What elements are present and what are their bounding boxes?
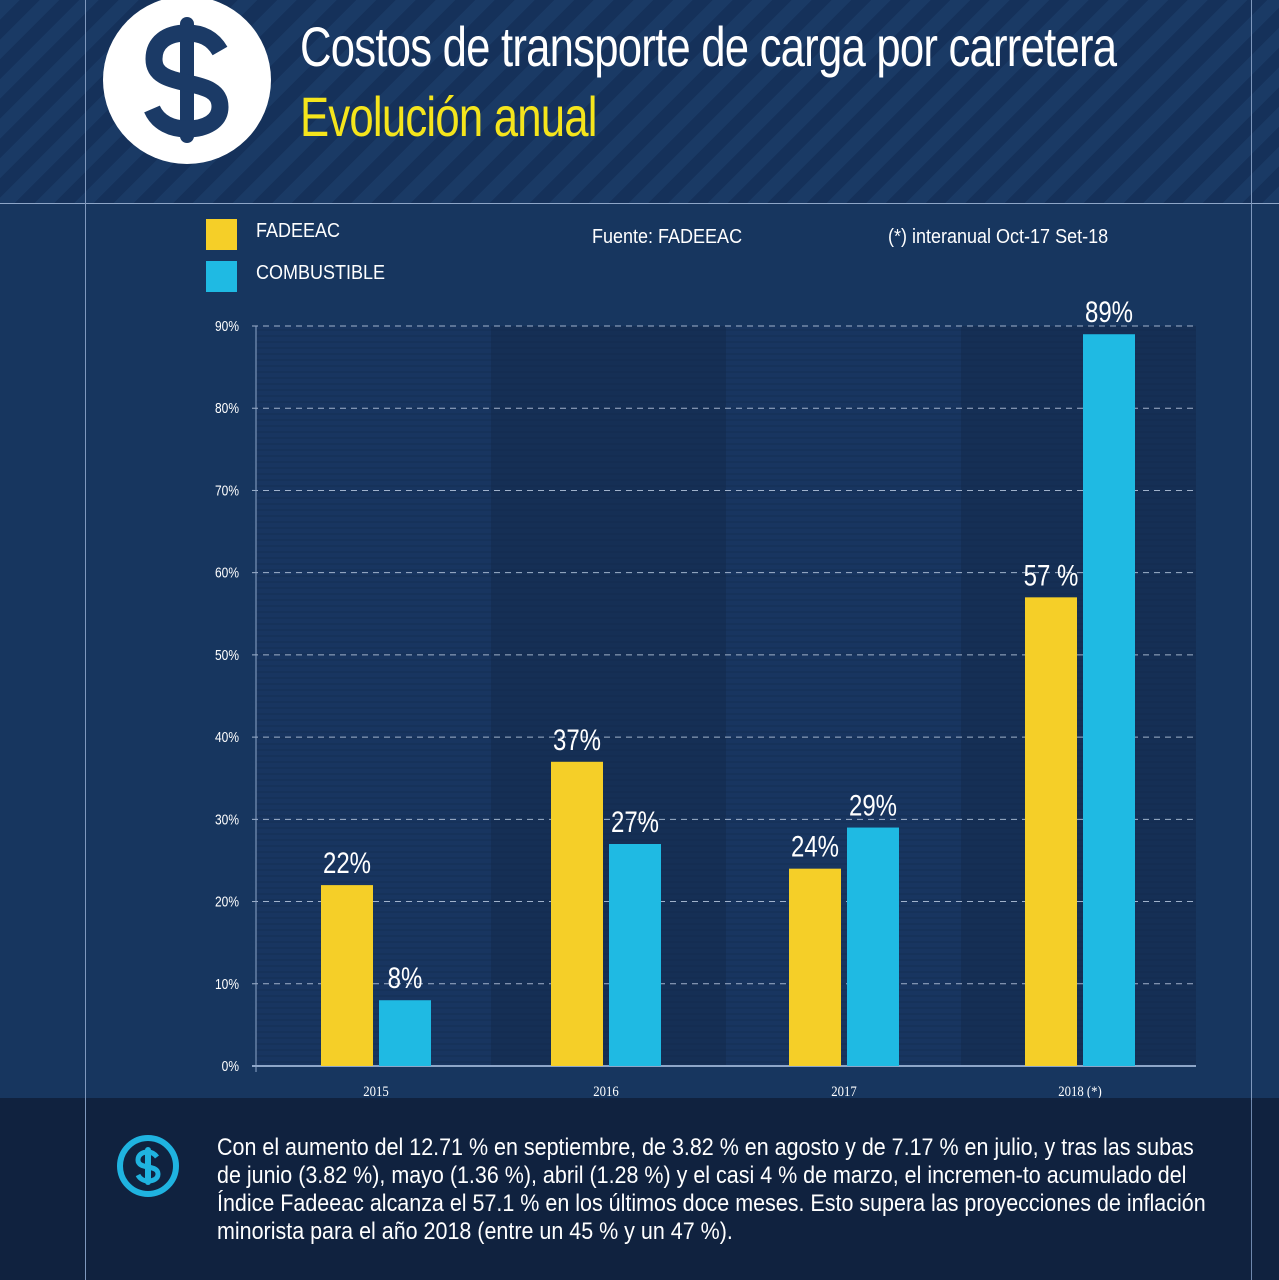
bar-fadeeac-2017: [789, 868, 841, 1066]
dollar-icon: [144, 17, 229, 143]
y-tick-label: 40%: [215, 729, 239, 746]
data-label: 89%: [1085, 295, 1133, 329]
y-tick-label: 90%: [215, 318, 239, 335]
footer-panel: [0, 1098, 1279, 1280]
bar-fadeeac-2015: [321, 885, 373, 1066]
frame-line-left: [85, 0, 86, 1280]
frame-line-right: [1251, 0, 1252, 1100]
page-subtitle: Evolución anual: [300, 85, 597, 148]
y-tick-label: 0%: [222, 1058, 239, 1075]
y-tick-label: 80%: [215, 400, 239, 417]
bar-combustible-2016: [609, 844, 661, 1066]
legend-swatch-fadeeac: [206, 219, 237, 250]
footer-description: Con el aumento del 12.71 % en septiembre…: [217, 1134, 1206, 1245]
page-title: Costos de transporte de carga por carret…: [300, 15, 1117, 78]
dollar-circle-icon: [115, 1133, 181, 1204]
data-label: 57 %: [1024, 558, 1079, 592]
x-tick-label: 2017: [831, 1084, 857, 1100]
logo-badge: [103, 0, 271, 164]
x-tick-label: 2015: [363, 1084, 389, 1100]
bar-fadeeac-2018: [1025, 597, 1077, 1066]
y-tick-label: 60%: [215, 564, 239, 581]
bar-combustible-2017: [847, 827, 899, 1066]
asterisk-note: (*) interanual Oct-17 Set-18: [888, 226, 1109, 248]
bar-fadeeac-2016: [551, 761, 603, 1066]
source-note: Fuente: FADEEAC: [592, 226, 743, 248]
y-tick-label: 50%: [215, 647, 239, 664]
y-tick-label: 10%: [215, 976, 239, 993]
bar-chart: 0% 10% 20% 30% 40% 50% 60% 70% 80% 90% 22% 8% 2015 37…: [215, 295, 1196, 1100]
y-tick-label: 20%: [215, 893, 239, 910]
y-tick-label: 30%: [215, 811, 239, 828]
data-label: 24%: [791, 829, 839, 863]
legend-label-combustible: COMBUSTIBLE: [256, 262, 386, 284]
legend-label-fadeeac: FADEEAC: [256, 220, 341, 242]
bar-combustible-2015: [379, 1000, 431, 1066]
data-label: 29%: [849, 788, 897, 822]
y-tick-label: 70%: [215, 482, 239, 499]
data-label: 8%: [388, 961, 423, 995]
legend-swatch-combustible: [206, 261, 237, 292]
data-label: 27%: [611, 804, 659, 838]
x-tick-label: 2018 (*): [1058, 1084, 1102, 1100]
bar-combustible-2018: [1083, 334, 1135, 1066]
data-label: 22%: [323, 846, 371, 880]
data-label: 37%: [553, 722, 601, 756]
x-tick-label: 2016: [593, 1084, 619, 1100]
frame-line-right-footer: [1251, 1100, 1252, 1280]
